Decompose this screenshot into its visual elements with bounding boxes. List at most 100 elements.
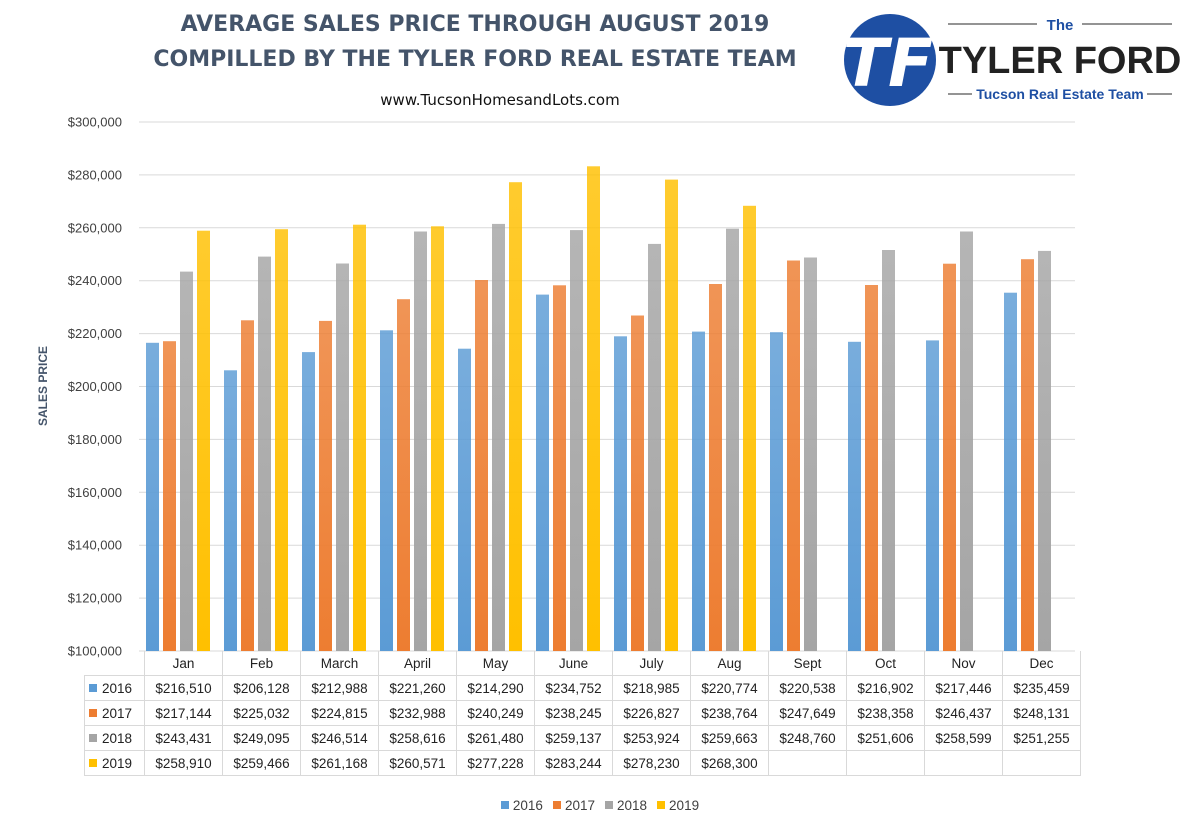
x-tick-label: Nov: [924, 651, 1003, 676]
data-label: $248,131: [1002, 700, 1081, 726]
series-swatch: [89, 708, 97, 717]
bar-2016-july: [614, 336, 627, 651]
data-label: $238,358: [846, 700, 925, 726]
bar-2017-may: [475, 280, 488, 651]
legend-item: 2016: [500, 798, 543, 813]
table-row: 2018 $243,431 $249,095 $246,514 $258,616 $261…: [84, 725, 1081, 751]
data-label: [924, 750, 1003, 776]
bar-2018-oct: [882, 250, 895, 651]
data-label: $216,510: [144, 675, 223, 701]
legend-label: 2016: [512, 798, 543, 813]
series-label: 2016: [84, 675, 145, 701]
data-label: $258,910: [144, 750, 223, 776]
series-swatch: [89, 758, 97, 767]
series-swatch: [89, 683, 97, 692]
legend-label: 2017: [564, 798, 595, 813]
bar-2017-march: [319, 320, 332, 651]
legend: 2016 2017 2018 2019: [0, 798, 1200, 813]
x-tick-label: Feb: [222, 651, 301, 676]
bar-2019-jan: [197, 230, 210, 651]
data-label: [768, 750, 847, 776]
website-url: www.TucsonHomesandLots.com: [380, 91, 620, 109]
data-label: $232,988: [378, 700, 457, 726]
y-tick-label: $220,000: [68, 326, 122, 341]
data-label: $238,245: [534, 700, 613, 726]
data-label: [846, 750, 925, 776]
table-corner: [85, 651, 145, 676]
data-label: $251,255: [1002, 725, 1081, 751]
y-tick-label: $200,000: [68, 379, 122, 394]
data-label: $234,752: [534, 675, 613, 701]
bar-2017-nov: [943, 263, 956, 651]
series-label: 2019: [84, 750, 145, 776]
data-label: $278,230: [612, 750, 691, 776]
table-header-row: Jan Feb March April May June July Aug Sept Oct Nov…: [85, 651, 1081, 676]
series-name: 2017: [102, 705, 133, 721]
data-label: $268,300: [690, 750, 769, 776]
table-row: 2016 $216,510 $206,128 $212,988 $221,260 $214…: [84, 675, 1081, 701]
bar-2018-april: [414, 231, 427, 651]
bar-2017-aug: [709, 284, 722, 651]
bar-2016-may: [458, 348, 471, 651]
y-tick-label: $260,000: [68, 220, 122, 235]
bar-2019-july: [665, 179, 678, 651]
data-label: $212,988: [300, 675, 379, 701]
bar-2017-july: [631, 315, 644, 651]
data-label: $221,260: [378, 675, 457, 701]
bar-2016-nov: [926, 340, 939, 651]
x-tick-label: Oct: [846, 651, 925, 676]
data-table: Jan Feb March April May June July Aug Sept Oct Nov…: [84, 651, 1081, 776]
x-tick-label: Aug: [690, 651, 769, 676]
data-label: $217,144: [144, 700, 223, 726]
data-label: $220,538: [768, 675, 847, 701]
bar-2016-march: [302, 352, 315, 651]
bar-2016-april: [380, 330, 393, 651]
data-label: $261,480: [456, 725, 535, 751]
logo-circle: [844, 14, 936, 106]
bar-2016-aug: [692, 331, 705, 651]
data-label: $214,290: [456, 675, 535, 701]
legend-item: 2019: [657, 798, 699, 813]
data-label: $240,249: [456, 700, 535, 726]
x-tick-label: April: [378, 651, 457, 676]
data-label: $258,599: [924, 725, 1003, 751]
data-label: $243,431: [144, 725, 223, 751]
bar-2017-april: [397, 299, 410, 651]
legend-label: 2018: [617, 798, 648, 813]
y-axis-label: SALES PRICE: [36, 346, 50, 426]
bar-chart: $100,000 $120,000 $140,000 $160,000 $180,000…: [36, 115, 1075, 659]
bar-2019-june: [587, 166, 600, 652]
legend-swatch: [657, 801, 666, 809]
bar-2019-aug: [743, 205, 756, 652]
legend-item: 2018: [605, 798, 647, 813]
data-label: $260,571: [378, 750, 457, 776]
y-tick-label: $240,000: [68, 273, 122, 288]
x-tick-label: Dec: [1002, 651, 1081, 676]
x-tick-label: June: [534, 651, 613, 676]
series-name: 2016: [102, 680, 133, 696]
table-row: 2017 $217,144 $225,032 $224,815 $232,988 $240…: [84, 700, 1081, 726]
data-label: $251,606: [846, 725, 925, 751]
data-label: $261,168: [300, 750, 379, 776]
x-tick-label: Sept: [768, 651, 847, 676]
data-label: $225,032: [222, 700, 301, 726]
y-tick-label: $160,000: [68, 485, 122, 500]
bar-2016-dec: [1004, 292, 1017, 651]
y-tick-label: $140,000: [68, 538, 122, 553]
bar-2019-feb: [275, 229, 288, 651]
series-swatch: [89, 733, 97, 742]
y-tick-label: $300,000: [68, 115, 122, 130]
data-label: $259,137: [534, 725, 613, 751]
data-label: $218,985: [612, 675, 691, 701]
bar-2017-oct: [865, 285, 878, 651]
data-label: $259,663: [690, 725, 769, 751]
bar-2018-jan: [180, 271, 193, 651]
data-label: $249,095: [222, 725, 301, 751]
data-label: $277,228: [456, 750, 535, 776]
data-label: $217,446: [924, 675, 1003, 701]
bar-2018-feb: [258, 256, 271, 651]
logo-tagline: Tucson Real Estate Team: [976, 86, 1144, 102]
bar-2018-july: [648, 243, 661, 651]
data-label: $206,128: [222, 675, 301, 701]
legend-swatch: [500, 801, 509, 809]
